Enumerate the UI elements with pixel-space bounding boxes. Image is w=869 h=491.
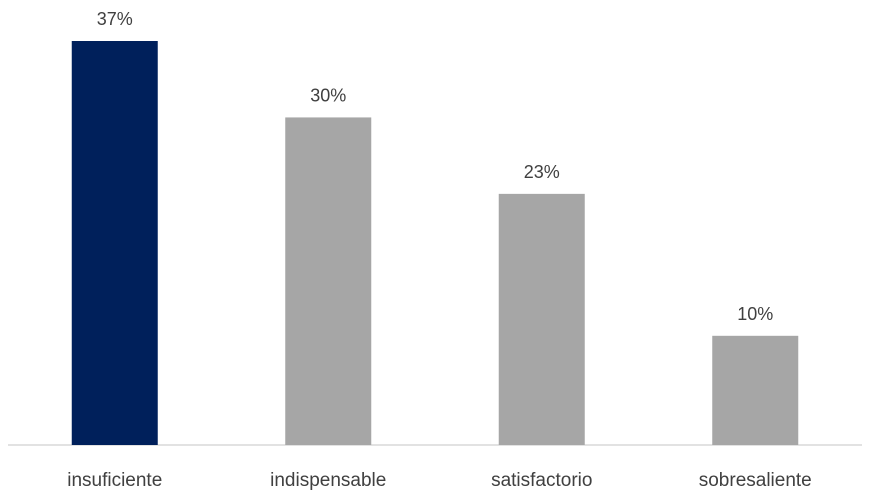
data-label-sobresaliente: 10% [737,304,773,324]
bar-insuficiente [71,41,158,445]
x-tick-label-insuficiente: insuficiente [67,470,162,491]
bar-indispensable [285,117,372,445]
x-tick-label-indispensable: indispensable [270,470,386,491]
bars-group [71,41,799,445]
data-label-indispensable: 30% [310,85,346,105]
bar-satisfactorio [498,193,585,445]
category-labels-group: insuficiente indispensable satisfactorio so… [67,470,812,491]
x-tick-label-sobresaliente: sobresaliente [699,470,812,491]
x-tick-label-satisfactorio: satisfactorio [491,470,592,491]
bar-sobresaliente [712,335,799,445]
data-label-satisfactorio: 23% [524,162,560,182]
data-label-insuficiente: 37% [97,9,133,29]
data-labels-group: 37% 30% 23% 10% [97,9,774,324]
